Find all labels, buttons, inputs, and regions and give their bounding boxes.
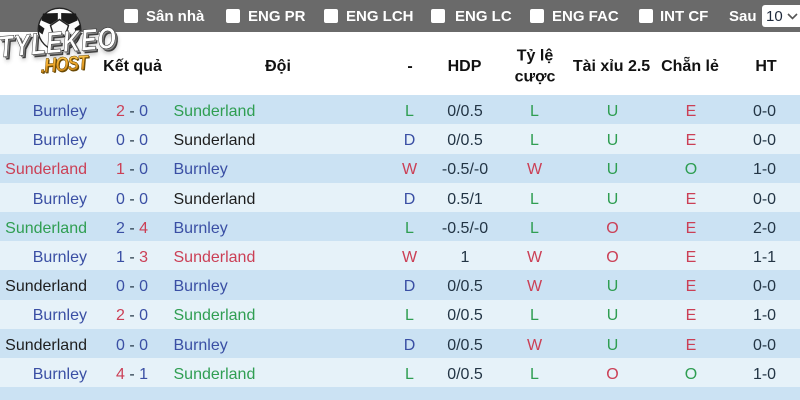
svg-text:.HOST: .HOST [39, 50, 90, 77]
svg-text:.HOST: .HOST [41, 52, 92, 79]
